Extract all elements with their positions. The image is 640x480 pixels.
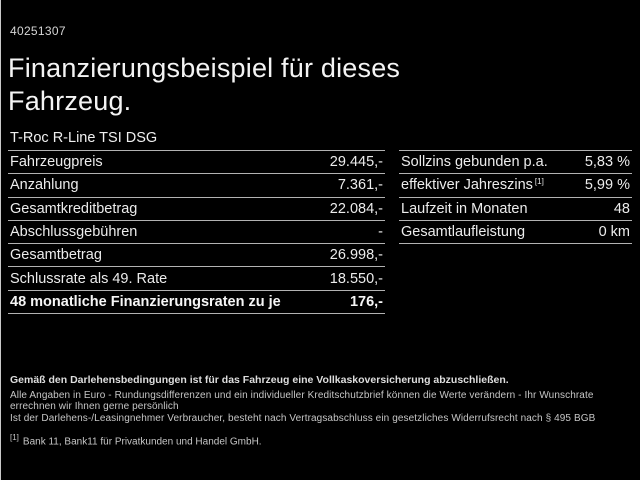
footnote-marker: [1] bbox=[534, 176, 544, 186]
row-label: Anzahlung bbox=[10, 177, 79, 194]
row-label: 48 monatliche Finanzierungsraten zu je bbox=[10, 293, 281, 310]
left-edge-line bbox=[0, 0, 1, 480]
row-value: 5,99 % bbox=[584, 177, 630, 194]
row-value: 5,83 % bbox=[584, 154, 630, 171]
row-label: Fahrzeugpreis bbox=[10, 154, 103, 171]
financing-table-right: Sollzins gebunden p.a. 5,83 % effektiver… bbox=[399, 150, 632, 245]
table-row: Fahrzeugpreis 29.445,- bbox=[8, 151, 385, 175]
row-label: Schlussrate als 49. Rate bbox=[10, 270, 168, 287]
offer-id: 40251307 bbox=[10, 24, 66, 38]
table-row: Gesamtbetrag 26.998,- bbox=[8, 244, 385, 268]
row-value: 22.084,- bbox=[329, 200, 383, 217]
table-row: Gesamtkreditbetrag 22.084,- bbox=[8, 198, 385, 221]
row-label: Gesamtkreditbetrag bbox=[10, 200, 138, 217]
row-value: 7.361,- bbox=[337, 177, 383, 194]
row-label: effektiver Jahreszins [1] bbox=[401, 176, 544, 194]
footnote-marker: [1] bbox=[10, 433, 19, 442]
vehicle-model: T-Roc R-Line TSI DSG bbox=[10, 130, 158, 146]
row-label: Laufzeit in Monaten bbox=[401, 200, 528, 217]
row-value: 0 km bbox=[598, 224, 630, 241]
row-label: Abschlussgebühren bbox=[10, 224, 138, 241]
page-title-line1: Finanzierungsbeispiel für dieses bbox=[8, 53, 401, 83]
footer-note-line2: Alle Angaben in Euro - Rundungsdifferenz… bbox=[10, 390, 594, 412]
financing-table-left: Fahrzeugpreis 29.445,- Anzahlung 7.361,-… bbox=[8, 150, 385, 315]
page-title-line2: Fahrzeug. bbox=[8, 86, 132, 116]
page-title: Finanzierungsbeispiel für dieses Fahrzeu… bbox=[8, 52, 400, 118]
row-label: Gesamtbetrag bbox=[10, 247, 102, 264]
table-row: effektiver Jahreszins [1] 5,99 % bbox=[399, 174, 632, 198]
insurance-note: Gemäß den Darlehensbedingungen ist für d… bbox=[10, 374, 509, 386]
row-value: 26.998,- bbox=[329, 247, 383, 264]
table-row: Schlussrate als 49. Rate 18.550,- bbox=[8, 267, 385, 291]
row-value: 48 bbox=[613, 200, 630, 217]
footnote-text: Bank 11, Bank11 für Privatkunden und Han… bbox=[22, 436, 262, 448]
row-label: Sollzins gebunden p.a. bbox=[401, 154, 548, 171]
row-value: 176,- bbox=[349, 293, 383, 310]
row-label: Gesamtlaufleistung bbox=[401, 224, 526, 241]
table-row-monthly-rate: 48 monatliche Finanzierungsraten zu je 1… bbox=[8, 291, 385, 315]
row-value: 18.550,- bbox=[329, 270, 383, 287]
legal-footer: Gemäß den Darlehensbedingungen ist für d… bbox=[10, 374, 630, 457]
bank-footnote: [1] Bank 11, Bank11 für Privatkunden und … bbox=[10, 433, 630, 447]
table-row: Sollzins gebunden p.a. 5,83 % bbox=[399, 151, 632, 175]
footer-note-line3: Ist der Darlehens-/Leasingnehmer Verbrau… bbox=[10, 413, 596, 424]
table-row: Anzahlung 7.361,- bbox=[8, 174, 385, 198]
table-row: Gesamtlaufleistung 0 km bbox=[399, 221, 632, 245]
row-value: 29.445,- bbox=[329, 154, 383, 171]
table-row: Abschlussgebühren - bbox=[8, 221, 385, 245]
row-value: - bbox=[378, 224, 383, 241]
table-row: Laufzeit in Monaten 48 bbox=[399, 198, 632, 221]
